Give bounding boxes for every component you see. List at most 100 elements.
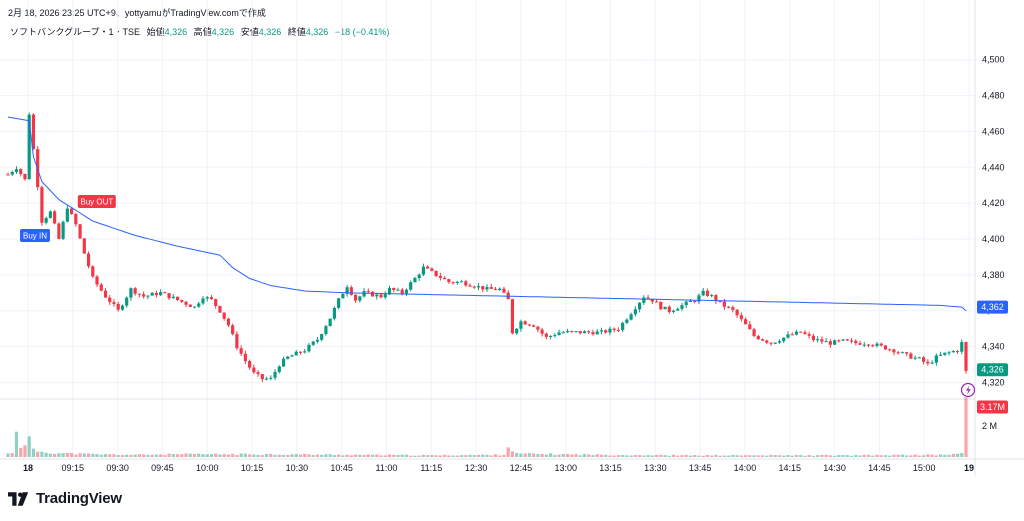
candle-body xyxy=(69,208,74,215)
candle-body xyxy=(587,331,591,333)
volume-bar xyxy=(188,453,192,457)
candle-body xyxy=(78,224,82,239)
buy-out-marker-bg[interactable] xyxy=(77,195,116,208)
volume-bar xyxy=(862,454,866,457)
time-tick-label: 18 xyxy=(23,463,33,473)
volume-bar xyxy=(790,455,794,457)
candle-body xyxy=(561,332,565,334)
candle-body xyxy=(125,297,129,306)
time-tick-label: 09:30 xyxy=(106,463,129,473)
price-tick-label: 4,440 xyxy=(982,162,1005,172)
volume-bar xyxy=(502,455,506,457)
volume-bar xyxy=(108,454,112,457)
volume-bar xyxy=(231,453,235,457)
time-axis[interactable]: 18 09:15 09:30 09:45 10:00 10:15 10:30 10:45 11:… xyxy=(23,463,974,473)
candle-body xyxy=(578,331,582,334)
candle-body xyxy=(599,330,604,332)
volume-bar xyxy=(650,455,654,457)
tradingview-logo-icon xyxy=(8,491,29,506)
candle-body xyxy=(404,289,409,294)
volume-bar xyxy=(362,455,366,457)
volume-bar xyxy=(845,455,849,457)
volume-bar xyxy=(498,455,502,457)
volume-bar xyxy=(888,455,892,457)
candle-body xyxy=(472,286,476,288)
volume-bar xyxy=(697,455,701,457)
volume-bar xyxy=(383,455,387,457)
volume-bar xyxy=(760,455,765,457)
volume-bar xyxy=(328,454,332,457)
volume-bar xyxy=(332,455,336,457)
volume-bar xyxy=(192,454,197,457)
volume-bar xyxy=(871,455,875,457)
volume-bar xyxy=(565,453,570,457)
candle-body xyxy=(294,351,298,356)
volume-bar xyxy=(824,454,828,457)
candle-body xyxy=(400,289,404,294)
candle-body xyxy=(536,326,540,330)
candle-body xyxy=(862,344,866,346)
close-value: 4,326 xyxy=(305,27,329,37)
time-tick-label: 09:15 xyxy=(62,463,85,473)
volume-bar xyxy=(735,455,739,457)
volume-bar xyxy=(879,455,883,457)
candle-body xyxy=(663,306,667,310)
volume-bar xyxy=(74,454,78,457)
lightning-icon[interactable] xyxy=(960,382,976,398)
candle-body xyxy=(171,296,175,299)
volume-bar xyxy=(807,454,811,457)
volume-bar xyxy=(260,455,264,457)
symbol-name[interactable]: ソフトバンクグループ・1・TSE xyxy=(10,27,141,37)
price-tick-label: 4,400 xyxy=(982,234,1005,244)
volume-bar xyxy=(629,455,633,457)
volume-bar xyxy=(19,448,23,457)
volume-bar xyxy=(803,455,807,457)
candle-body xyxy=(392,287,396,291)
volume-bar xyxy=(99,454,103,457)
price-tick-label: 4,340 xyxy=(982,342,1005,352)
candle-body xyxy=(604,330,608,333)
volume-bar xyxy=(794,455,799,457)
candle-body xyxy=(527,324,531,326)
volume-bar xyxy=(854,455,858,457)
volume-bar xyxy=(171,454,175,457)
candle-body xyxy=(116,303,120,310)
candle-body xyxy=(332,307,336,319)
candle-body xyxy=(154,292,158,296)
candle-body xyxy=(175,296,180,301)
candle-body xyxy=(19,169,23,174)
tradingview-brand[interactable]: TradingView xyxy=(8,490,122,507)
candle-body xyxy=(40,187,44,223)
volume-bar xyxy=(324,454,328,457)
price-tick-label: 4,480 xyxy=(982,91,1005,101)
candle-body xyxy=(811,335,815,341)
volume-bar xyxy=(298,454,303,457)
price-tick-label: 4,420 xyxy=(982,198,1005,208)
candle-body xyxy=(955,351,960,353)
change-value: −18 (−0.41%) xyxy=(334,27,390,37)
price-axis[interactable]: 4,5004,4804,4604,4404,4204,4004,3804,360… xyxy=(982,55,1005,431)
volume-bar xyxy=(905,455,909,457)
volume-bar xyxy=(506,447,510,457)
volume-bar xyxy=(53,453,57,457)
volume-bar xyxy=(943,454,947,457)
buy-in-marker-bg[interactable] xyxy=(20,229,50,242)
high-label: 高値 xyxy=(193,27,212,37)
candle-body xyxy=(837,340,841,342)
volume-bar xyxy=(671,454,676,457)
candle-body xyxy=(379,294,383,298)
candle-body xyxy=(697,295,701,302)
candle-body xyxy=(82,238,86,254)
candle-body xyxy=(320,334,324,340)
time-tick-label: 10:45 xyxy=(330,463,353,473)
volume-bar xyxy=(14,431,19,457)
candle-body xyxy=(498,288,502,291)
candle-body xyxy=(277,366,281,372)
volume-bar xyxy=(443,454,447,457)
volume-bar xyxy=(417,455,421,457)
volume-bar xyxy=(540,453,544,457)
candle-body xyxy=(824,341,828,343)
candle-body xyxy=(14,169,19,172)
candle-body xyxy=(362,291,366,297)
